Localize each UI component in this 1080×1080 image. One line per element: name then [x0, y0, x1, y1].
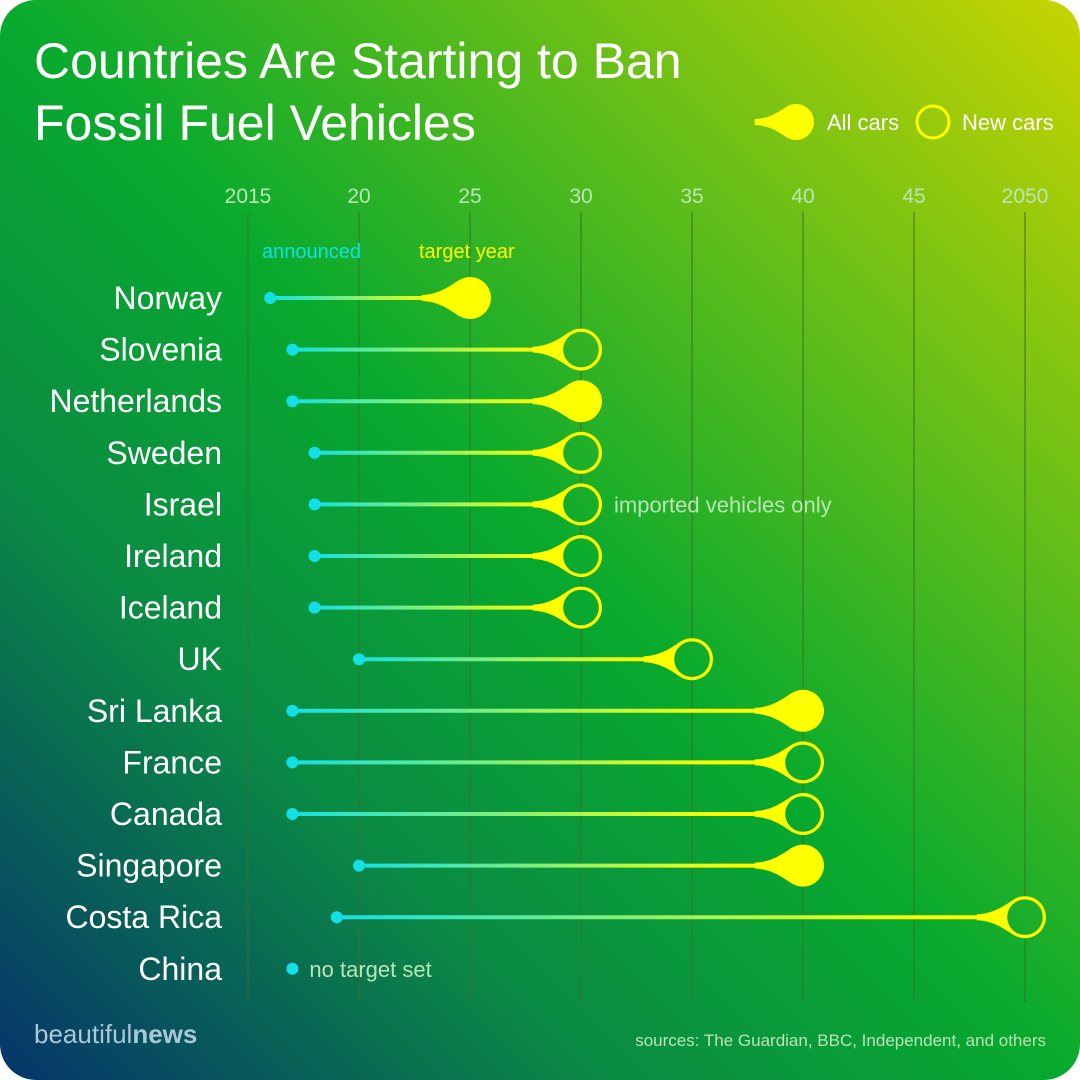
- x-tick-label: 45: [902, 185, 925, 208]
- target-marker-all-cars: [754, 689, 824, 732]
- x-tick-label: 40: [791, 185, 814, 208]
- row-iceland: Iceland: [119, 586, 602, 629]
- legend-new-cars-label: New cars: [962, 110, 1054, 135]
- target-marker-new-cars: [754, 793, 824, 835]
- announced-dot: [308, 498, 321, 511]
- announced-header: announced: [262, 241, 361, 263]
- row-france: France: [122, 741, 824, 784]
- target-marker-new-cars: [532, 328, 602, 371]
- country-label: China: [138, 951, 222, 987]
- country-label: France: [122, 744, 222, 780]
- title-line-1: Countries Are Starting to Ban: [34, 33, 682, 89]
- row-norway: Norway: [114, 277, 491, 319]
- chart-rows: Norway Slovenia Netherlands Sweden Israel imp…: [49, 277, 1046, 987]
- announced-dot: [330, 911, 343, 924]
- brand-logo: beautifulnews: [34, 1019, 197, 1049]
- announced-dot: [353, 859, 365, 872]
- legend-all-cars-label: All cars: [827, 110, 899, 135]
- row-sweden: Sweden: [106, 431, 602, 474]
- country-label: Norway: [114, 280, 222, 316]
- target-marker-new-cars: [976, 896, 1046, 939]
- target-marker-all-cars: [532, 380, 602, 423]
- legend-all-cars-icon: [754, 104, 814, 140]
- target-marker-new-cars: [532, 431, 602, 474]
- country-label: Slovenia: [99, 332, 222, 368]
- country-label: Iceland: [119, 590, 222, 626]
- announced-dot: [286, 756, 299, 769]
- announced-dot: [264, 292, 277, 304]
- title-line-2: Fossil Fuel Vehicles: [34, 95, 476, 151]
- row-slovenia: Slovenia: [99, 328, 602, 371]
- country-label: Canada: [110, 796, 222, 832]
- row-netherlands: Netherlands: [49, 380, 602, 423]
- country-label: Sri Lanka: [87, 693, 222, 729]
- country-label: Netherlands: [49, 383, 222, 419]
- x-tick-label: 2015: [225, 185, 272, 208]
- target-year-header: target year: [419, 241, 515, 263]
- announced-dot: [286, 962, 299, 975]
- x-axis-ticks: 2015 20 25 30 35 40 45 2050: [225, 185, 1049, 208]
- country-label: Singapore: [76, 848, 222, 884]
- announced-dot: [286, 343, 299, 356]
- country-label: Israel: [144, 486, 222, 522]
- x-tick-label: 30: [569, 185, 592, 208]
- target-marker-new-cars: [643, 638, 713, 681]
- row-ireland: Ireland: [124, 535, 602, 577]
- row-china: China no target set: [138, 951, 431, 987]
- target-marker-new-cars: [532, 483, 602, 526]
- row-sri-lanka: Sri Lanka: [87, 689, 824, 732]
- row-note: no target set: [309, 957, 431, 982]
- target-marker-all-cars: [754, 844, 824, 887]
- announced-dot: [286, 704, 299, 717]
- announced-dot: [308, 446, 321, 459]
- announced-dot: [286, 395, 299, 408]
- brand-prefix: beautiful: [34, 1019, 132, 1049]
- target-marker-new-cars: [532, 535, 602, 577]
- row-note: imported vehicles only: [614, 492, 832, 517]
- row-singapore: Singapore: [76, 844, 824, 887]
- country-label: UK: [178, 641, 222, 677]
- announced-dot: [308, 601, 321, 614]
- x-tick-label: 2050: [1002, 185, 1049, 208]
- x-tick-label: 35: [680, 185, 703, 208]
- row-canada: Canada: [110, 793, 824, 835]
- x-tick-label: 20: [347, 185, 370, 208]
- row-israel: Israel imported vehicles only: [144, 483, 832, 526]
- target-marker-new-cars: [532, 586, 602, 629]
- row-uk: UK: [178, 638, 713, 681]
- row-costa-rica: Costa Rica: [66, 896, 1046, 939]
- brand-suffix: news: [132, 1019, 197, 1049]
- legend: All cars New cars: [754, 104, 1054, 140]
- announced-dot: [308, 550, 321, 562]
- country-label: Costa Rica: [66, 899, 223, 935]
- target-marker-new-cars: [754, 741, 824, 784]
- country-label: Sweden: [106, 435, 222, 471]
- announced-dot: [286, 808, 299, 820]
- legend-new-cars-icon: [915, 104, 951, 140]
- target-marker-all-cars: [421, 277, 491, 319]
- country-label: Ireland: [124, 538, 222, 574]
- announced-dot: [353, 653, 365, 666]
- x-tick-label: 25: [458, 185, 481, 208]
- source-text: sources: The Guardian, BBC, Independent,…: [635, 1031, 1046, 1050]
